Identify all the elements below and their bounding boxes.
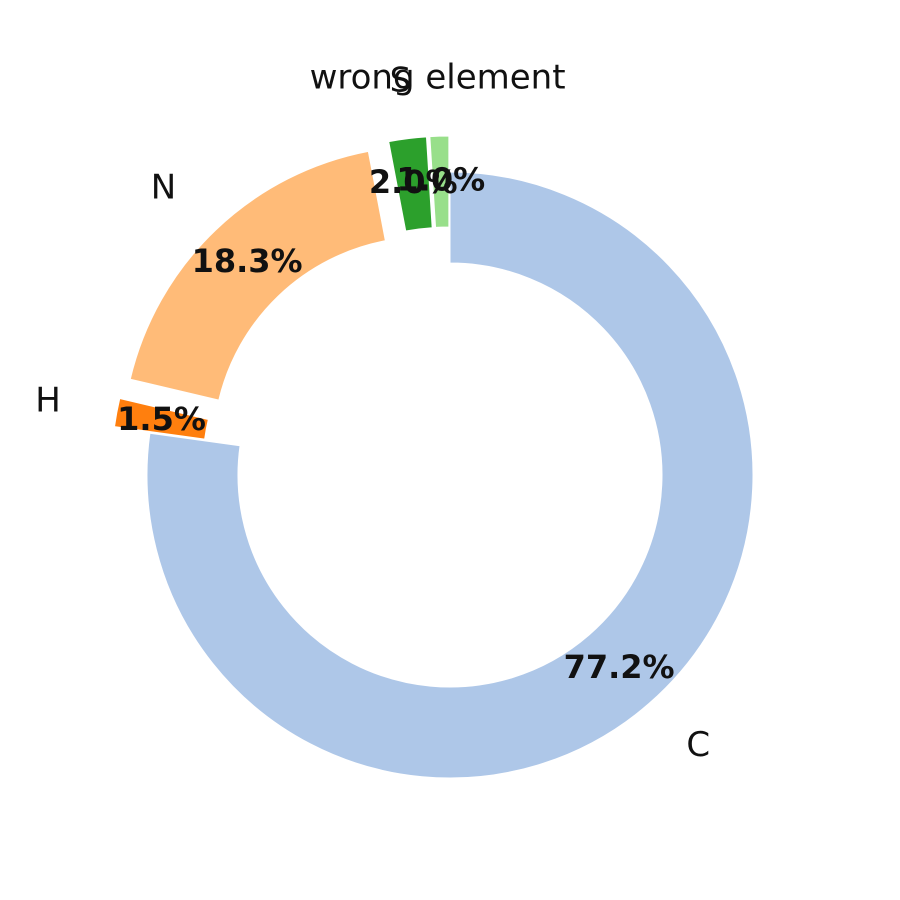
slice-label: C <box>686 725 710 765</box>
slice-h <box>113 397 209 440</box>
slice-label: N <box>151 167 176 207</box>
slice-s <box>388 136 433 232</box>
labels-group: C 77.2% H 1.5% N 18.3% S 2.0% wrong element 1.0% <box>35 58 710 765</box>
slice-percentage: 1.0% <box>396 161 485 199</box>
slice-label: wrong element <box>310 58 566 98</box>
slice-percentage: 2.0% <box>369 163 458 201</box>
slice-label: H <box>35 381 61 421</box>
slices-group <box>113 135 754 779</box>
slice-c <box>146 171 754 779</box>
slice-label: S <box>390 61 412 101</box>
slice-wrong-element <box>429 135 450 228</box>
slice-percentage: 1.5% <box>117 400 206 438</box>
slice-percentage: 18.3% <box>192 242 303 280</box>
slice-n <box>129 150 386 401</box>
slice-percentage: 77.2% <box>564 648 675 686</box>
